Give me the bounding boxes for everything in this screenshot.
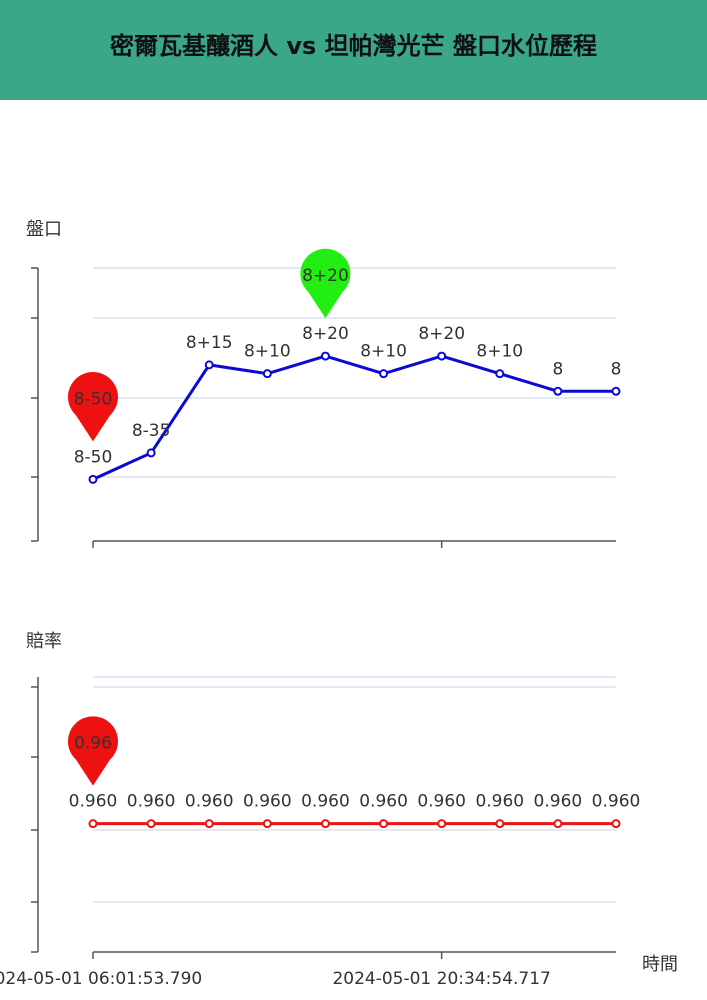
data-point [553, 386, 563, 396]
data-point [437, 819, 447, 829]
page-header: 密爾瓦基釀酒人 vs 坦帕灣光芒 盤口水位歷程 [0, 0, 707, 100]
data-label: 0.960 [417, 792, 466, 812]
marker-label: 8+20 [302, 266, 349, 286]
data-label: 0.960 [534, 792, 583, 812]
data-point [611, 386, 621, 396]
data-label: 8+10 [360, 342, 407, 362]
data-label: 8-35 [132, 421, 171, 441]
data-label: 0.960 [69, 792, 118, 812]
data-point [379, 369, 389, 379]
marker-pin [68, 716, 118, 786]
data-label: 8+10 [476, 342, 523, 362]
data-label: 0.960 [243, 792, 292, 812]
data-point [611, 819, 621, 829]
data-label: 0.960 [359, 792, 408, 812]
data-point [437, 351, 447, 361]
data-label: 0.960 [592, 792, 641, 812]
x-axis-label: 時間 [642, 954, 678, 975]
data-point [495, 369, 505, 379]
data-point [262, 819, 272, 829]
odds-chart: 賠率 0.960 0.960 0.960 0.960 0.960 0.960 0.960 0.9… [0, 631, 678, 989]
data-point [146, 448, 156, 458]
marker-pin [68, 372, 118, 442]
data-label: 8 [611, 359, 622, 379]
data-point [495, 819, 505, 829]
data-point [553, 819, 563, 829]
data-point [88, 819, 98, 829]
data-label: 0.960 [127, 792, 176, 812]
marker-label: 8-50 [74, 389, 113, 409]
data-point [88, 474, 98, 484]
data-label: 0.960 [301, 792, 350, 812]
handicap-chart: 盤口 8-50 8-35 8+15 8+10 8+20 8+10 8+20 8+10 8 8 8-50… [26, 219, 622, 548]
data-point [379, 819, 389, 829]
marker-label: 0.96 [74, 734, 112, 754]
data-point [320, 351, 330, 361]
page-title: 密爾瓦基釀酒人 vs 坦帕灣光芒 盤口水位歷程 [110, 32, 597, 60]
marker-pin [300, 248, 351, 319]
data-label: 8 [552, 359, 563, 379]
data-label: 8+20 [418, 324, 465, 344]
data-point [262, 369, 272, 379]
data-label: 8+15 [186, 333, 233, 353]
series-line [92, 354, 616, 481]
y-axis-label: 賠率 [26, 631, 62, 652]
data-label: 0.960 [185, 792, 234, 812]
data-label: 8+20 [302, 324, 349, 344]
x-tick-label: 2024-05-01 06:01:53.790 [0, 969, 202, 989]
data-label: 8+10 [244, 342, 291, 362]
x-tick-label: 2024-05-01 20:34:54.717 [332, 969, 550, 989]
data-label: 0.960 [475, 792, 524, 812]
data-point [204, 819, 214, 829]
data-point [204, 360, 214, 370]
data-point [146, 819, 156, 829]
data-label: 8-50 [74, 447, 113, 467]
y-axis-label: 盤口 [26, 219, 62, 240]
data-point [320, 819, 330, 829]
